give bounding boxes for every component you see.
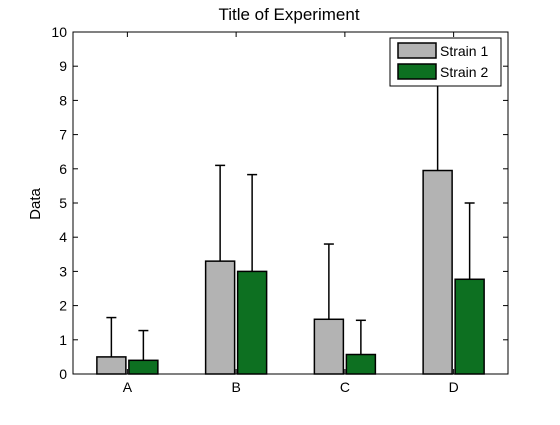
bar-b-series-2 bbox=[236, 270, 268, 375]
y-tick-label: 6 bbox=[59, 161, 67, 177]
x-tick-label: D bbox=[449, 379, 459, 395]
x-tick-label: A bbox=[123, 379, 133, 395]
bar-d-series-2 bbox=[454, 278, 485, 375]
y-tick-label: 1 bbox=[59, 332, 67, 348]
axes-layer: A B C D 0 1 2 3 4 5 6 7 8 9 10 bbox=[51, 24, 508, 395]
x-tick-label: C bbox=[340, 379, 350, 395]
y-tick-label: 2 bbox=[59, 298, 67, 314]
bar-b-series-1 bbox=[204, 260, 236, 375]
y-tick-label: 4 bbox=[59, 229, 67, 245]
chart-title: Title of Experiment bbox=[218, 5, 359, 24]
y-tick-label: 9 bbox=[59, 58, 67, 74]
bar-c-series-2 bbox=[345, 353, 377, 375]
y-tick-label: 0 bbox=[59, 366, 67, 382]
y-tick-label: 7 bbox=[59, 127, 67, 143]
bars-layer bbox=[96, 169, 485, 375]
legend-label-series-2: Strain 2 bbox=[440, 64, 488, 80]
legend-swatch-series-2 bbox=[397, 63, 437, 80]
legend: Strain 1 Strain 2 bbox=[389, 37, 502, 87]
bar-a-series-2 bbox=[128, 359, 159, 375]
y-tick-label: 3 bbox=[59, 263, 67, 279]
bar-a-series-1 bbox=[96, 356, 127, 375]
legend-swatch-series-1 bbox=[397, 42, 437, 59]
legend-label-series-1: Strain 1 bbox=[440, 43, 488, 59]
error-bars-layer bbox=[106, 75, 475, 361]
y-tick-label: 8 bbox=[59, 92, 67, 108]
y-tick-label: 10 bbox=[51, 24, 67, 40]
x-tick-label: B bbox=[231, 379, 240, 395]
bar-c-series-1 bbox=[313, 318, 345, 375]
bar-d-series-1 bbox=[422, 169, 453, 375]
y-axis-label: Data bbox=[27, 188, 44, 220]
y-tick-label: 5 bbox=[59, 195, 67, 211]
